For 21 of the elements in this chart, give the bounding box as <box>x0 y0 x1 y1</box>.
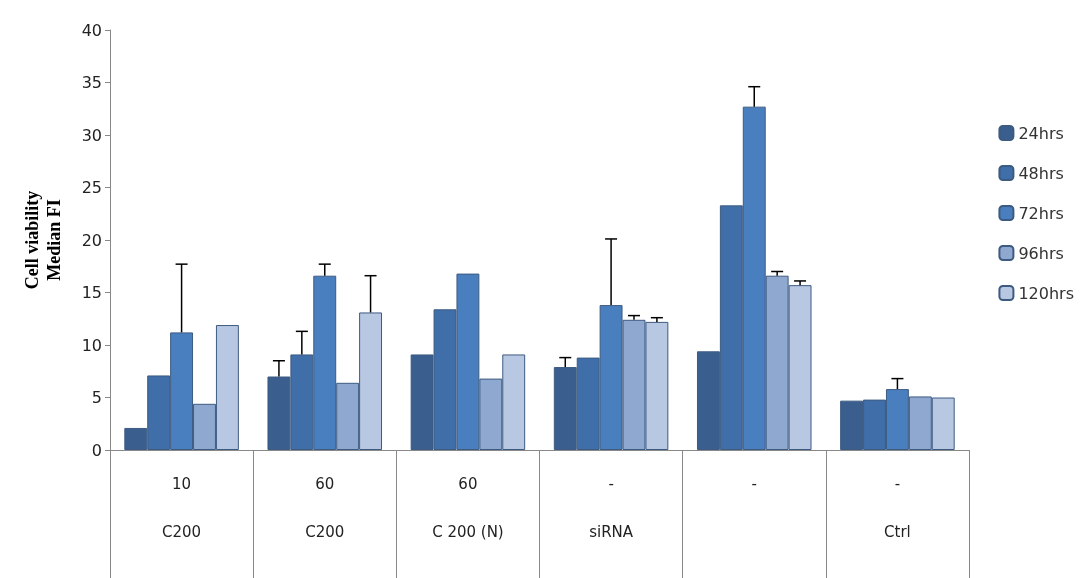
category-label: 60 C 200 (N) <box>432 475 504 541</box>
category-label: 60 C200 <box>305 475 345 541</box>
y-tick-label: 25 <box>81 178 102 197</box>
y-tick-label: 5 <box>91 388 102 407</box>
legend-label: 48hrs <box>1018 163 1064 183</box>
legend-label: 96hrs <box>1018 243 1064 263</box>
legend-label: 120hrs <box>1018 283 1074 303</box>
category-label: - siRNA <box>589 475 634 541</box>
category-label: - Ctrl <box>884 475 911 541</box>
x-tick-label: - <box>751 475 757 493</box>
category-label: 10 C200 <box>162 475 202 541</box>
y-tick-label: 30 <box>81 125 102 145</box>
y-tick-label: 10 <box>81 335 102 355</box>
y-tick-label: 0 <box>91 440 102 460</box>
y-tick-label: 15 <box>81 283 102 302</box>
y-tick-label: 35 <box>81 73 102 92</box>
y-axis-title: Cell viability Median FI <box>22 190 64 290</box>
y-tick-label: 20 <box>81 230 102 250</box>
y-tick-label: 40 <box>81 20 102 40</box>
legend-label: 24hrs <box>1018 123 1064 143</box>
legend-label: 72hrs <box>1018 203 1064 223</box>
